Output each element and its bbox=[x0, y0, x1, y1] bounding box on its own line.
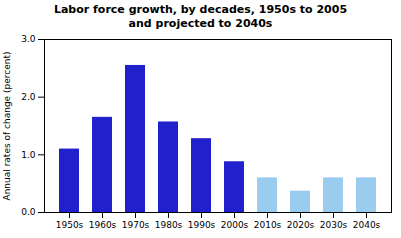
svg-text:1960s: 1960s bbox=[89, 220, 117, 230]
svg-text:3.0: 3.0 bbox=[21, 34, 36, 44]
svg-text:2030s: 2030s bbox=[320, 220, 348, 230]
svg-text:Annual rates of change (percen: Annual rates of change (percent) bbox=[2, 52, 12, 201]
svg-text:2010s: 2010s bbox=[254, 220, 282, 230]
svg-text:1970s: 1970s bbox=[122, 220, 150, 230]
svg-text:0.0: 0.0 bbox=[21, 207, 36, 217]
svg-text:1990s: 1990s bbox=[188, 220, 216, 230]
svg-text:1.0: 1.0 bbox=[21, 150, 36, 160]
svg-text:2.0: 2.0 bbox=[21, 92, 36, 102]
svg-text:1950s: 1950s bbox=[56, 220, 84, 230]
html-text:Labor force growth, by decades: Labor force growth, by decades, 1950s to… bbox=[53, 3, 347, 16]
svg-text:2040s: 2040s bbox=[353, 220, 381, 230]
svg-text:2000s: 2000s bbox=[221, 220, 249, 230]
svg-text:2020s: 2020s bbox=[287, 220, 315, 230]
html-text:and projected to 2040s: and projected to 2040s bbox=[128, 17, 273, 30]
svg-text:1980s: 1980s bbox=[155, 220, 183, 230]
